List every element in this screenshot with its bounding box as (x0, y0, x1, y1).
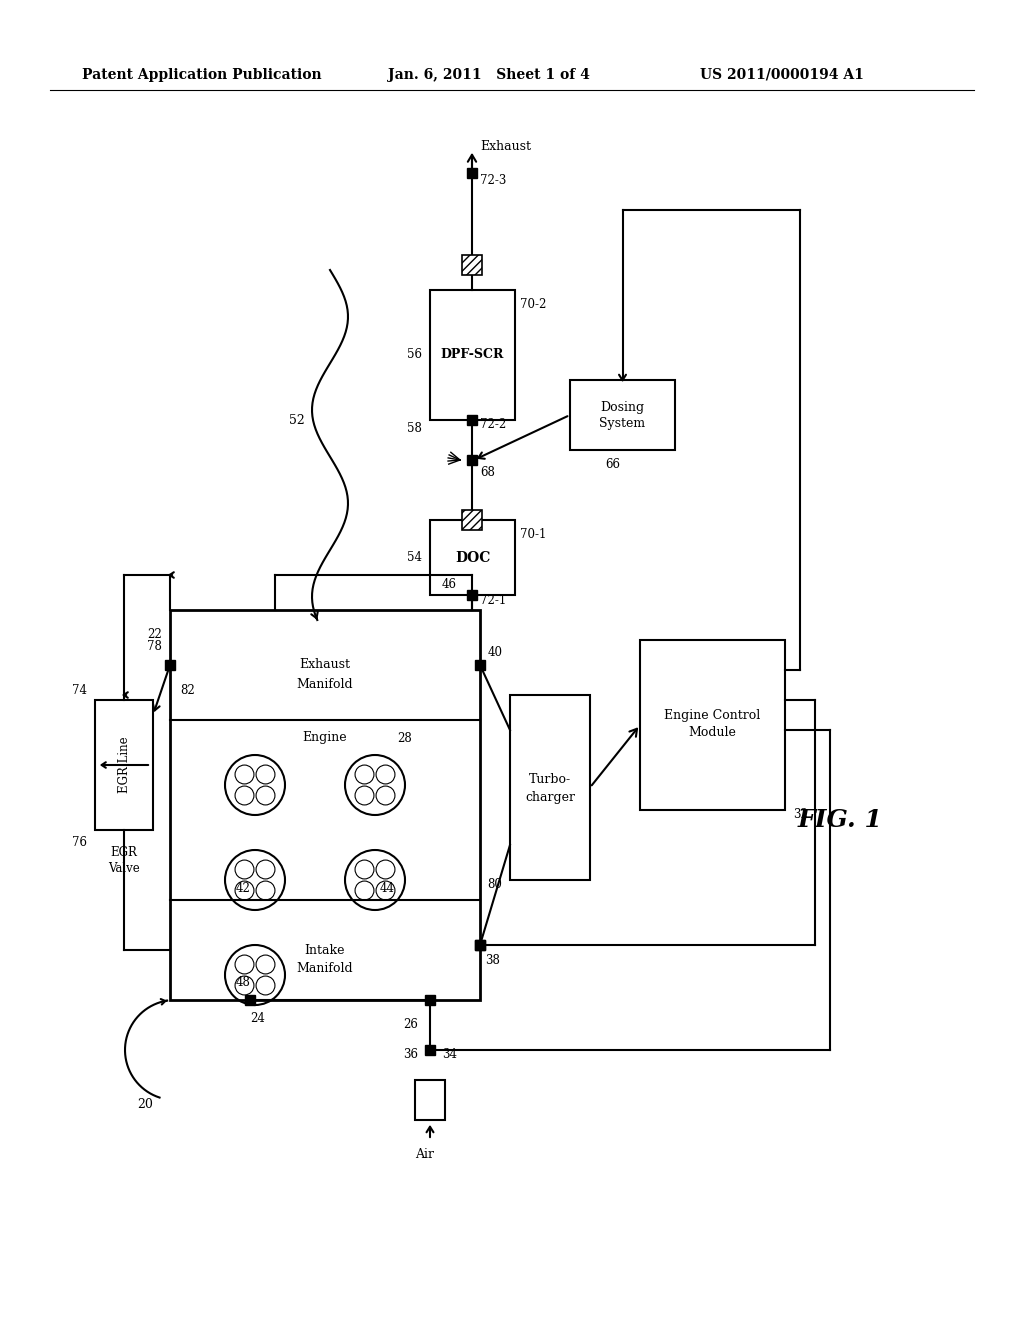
Text: 68: 68 (480, 466, 495, 479)
Text: 44: 44 (380, 882, 395, 895)
Text: 36: 36 (403, 1048, 418, 1061)
Text: Module: Module (688, 726, 736, 739)
Text: 20: 20 (137, 1098, 153, 1111)
Text: 56: 56 (407, 348, 422, 362)
Bar (475, 940, 485, 950)
Bar (462, 255, 482, 275)
Text: 26: 26 (403, 1019, 418, 1031)
Text: 76: 76 (72, 836, 87, 849)
Text: System: System (599, 417, 645, 429)
Text: 66: 66 (605, 458, 620, 471)
Bar (425, 995, 435, 1005)
Bar (430, 520, 515, 595)
Bar (570, 380, 675, 450)
Text: EGR Line: EGR Line (118, 737, 130, 793)
Text: Exhaust: Exhaust (480, 140, 531, 153)
Text: Dosing: Dosing (600, 400, 644, 413)
Text: Intake: Intake (305, 944, 345, 957)
Text: 80: 80 (487, 879, 502, 891)
Text: EGR: EGR (111, 846, 137, 858)
Text: Valve: Valve (109, 862, 140, 874)
Text: charger: charger (525, 791, 575, 804)
Bar (475, 660, 485, 671)
Text: Air: Air (416, 1148, 434, 1162)
Text: 72-3: 72-3 (480, 173, 507, 186)
Text: DOC: DOC (455, 550, 490, 565)
Text: 22: 22 (147, 628, 162, 642)
Text: Manifold: Manifold (297, 677, 353, 690)
Bar (170, 610, 480, 1001)
Bar (165, 660, 175, 671)
Text: Manifold: Manifold (297, 961, 353, 974)
Text: 74: 74 (72, 684, 87, 697)
Text: 42: 42 (236, 882, 250, 895)
Text: 24: 24 (250, 1011, 265, 1024)
Bar (467, 590, 477, 601)
Text: 72-1: 72-1 (480, 594, 506, 606)
Text: 78: 78 (147, 640, 162, 653)
Bar (462, 510, 482, 531)
Text: US 2011/0000194 A1: US 2011/0000194 A1 (700, 69, 864, 82)
Text: FIG. 1: FIG. 1 (798, 808, 883, 832)
Text: 70-1: 70-1 (520, 528, 547, 541)
Text: 70-2: 70-2 (520, 298, 547, 312)
Text: 46: 46 (442, 578, 457, 591)
Bar (467, 455, 477, 465)
Bar (640, 640, 785, 810)
Text: Jan. 6, 2011   Sheet 1 of 4: Jan. 6, 2011 Sheet 1 of 4 (388, 69, 590, 82)
Bar (510, 696, 590, 880)
Text: 58: 58 (408, 421, 422, 434)
Text: 54: 54 (407, 550, 422, 564)
Text: 28: 28 (397, 731, 413, 744)
Text: Exhaust: Exhaust (299, 659, 350, 672)
Bar (415, 1080, 445, 1119)
Bar (245, 995, 255, 1005)
Text: 34: 34 (442, 1048, 457, 1061)
Text: 52: 52 (289, 413, 305, 426)
Text: Engine Control: Engine Control (665, 709, 761, 722)
Text: 32: 32 (793, 808, 808, 821)
Text: 38: 38 (485, 953, 500, 966)
Bar (467, 414, 477, 425)
Bar (95, 700, 153, 830)
Text: Engine: Engine (303, 731, 347, 744)
Text: 72-2: 72-2 (480, 418, 506, 432)
Text: Patent Application Publication: Patent Application Publication (82, 69, 322, 82)
Bar (467, 168, 477, 178)
Text: Turbo-: Turbo- (529, 774, 571, 785)
Text: 48: 48 (236, 977, 250, 990)
Bar (425, 1045, 435, 1055)
Bar (430, 290, 515, 420)
Bar (475, 940, 485, 950)
Text: DPF-SCR: DPF-SCR (440, 348, 504, 362)
Text: 40: 40 (488, 647, 503, 660)
Text: 82: 82 (180, 684, 196, 697)
